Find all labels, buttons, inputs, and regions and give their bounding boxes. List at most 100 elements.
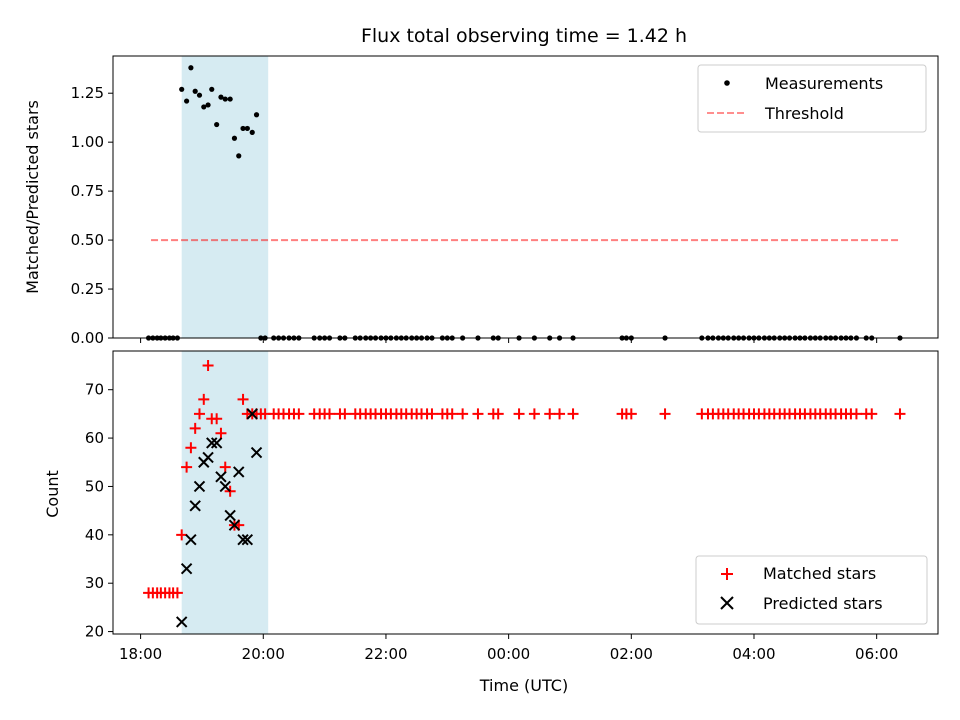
x-tick-label: 04:00 — [732, 645, 775, 663]
y-tick-label: 0.50 — [71, 231, 104, 249]
data-point — [180, 562, 193, 575]
legend-label-matched: Matched stars — [763, 564, 876, 583]
data-point — [171, 587, 183, 599]
data-point — [201, 104, 207, 110]
data-point — [224, 509, 236, 522]
data-point — [324, 408, 336, 420]
data-point — [214, 121, 220, 128]
data-point — [233, 466, 245, 478]
data-point — [196, 92, 203, 98]
data-point — [198, 393, 210, 405]
data-point — [192, 88, 198, 94]
y-axis-label-count: Count — [43, 470, 62, 518]
data-point — [205, 102, 211, 108]
legend-frame-top — [697, 64, 927, 133]
data-point — [293, 408, 305, 420]
x-tick-label: 22:00 — [364, 645, 407, 663]
data-point — [189, 500, 201, 512]
data-point — [193, 480, 206, 493]
data-point — [188, 65, 194, 71]
x-axis-label: Time (UTC) — [479, 676, 568, 695]
data-point — [202, 451, 214, 464]
data-point — [185, 442, 197, 454]
data-point — [206, 437, 218, 449]
x-tick-label: 02:00 — [610, 645, 653, 663]
legend-marker-measurements — [724, 80, 730, 86]
data-point — [189, 422, 201, 434]
y-tick-label: 1.00 — [71, 133, 104, 151]
data-point — [472, 408, 484, 420]
data-point — [513, 408, 525, 420]
data-point — [554, 408, 566, 420]
legend-label-threshold: Threshold — [764, 104, 844, 123]
x-tick-label: 20:00 — [242, 645, 285, 663]
data-point — [219, 461, 231, 473]
y-axis-label-ratio: Matched/Predicted stars — [23, 100, 42, 294]
data-point — [215, 427, 227, 439]
data-point — [894, 408, 906, 420]
y-tick-label: 20 — [85, 623, 104, 641]
data-point — [866, 408, 878, 420]
y-tick-label: 0.75 — [71, 182, 104, 200]
y-tick-label: 50 — [85, 477, 104, 495]
data-point — [246, 408, 258, 420]
data-point — [218, 94, 224, 100]
observing-window-span — [181, 351, 269, 634]
data-point — [250, 446, 263, 459]
data-point — [241, 533, 254, 546]
data-point — [659, 408, 671, 420]
plot-area-top: 0.00 0.25 0.50 0.75 1.00 1.25 — [71, 55, 939, 347]
data-point — [544, 408, 556, 420]
data-point — [222, 96, 228, 102]
data-point — [240, 125, 246, 132]
data-point — [211, 413, 223, 425]
y-tick-label: 60 — [85, 429, 104, 447]
y-tick-label: 0.00 — [71, 329, 104, 347]
y-tick-label: 30 — [85, 574, 104, 592]
data-point — [850, 408, 862, 420]
x-tick-label: 18:00 — [119, 645, 162, 663]
data-point — [228, 519, 241, 531]
data-point — [209, 86, 215, 92]
data-point — [215, 471, 227, 483]
x-tick-label: 06:00 — [855, 645, 898, 663]
data-point — [625, 408, 637, 420]
data-point — [176, 529, 188, 541]
data-point — [253, 112, 260, 118]
axes-frame — [112, 350, 939, 635]
legend-bottom: Matched stars Predicted stars — [695, 555, 928, 625]
data-point — [231, 135, 238, 141]
y-tick-label: 1.25 — [71, 84, 104, 102]
data-point — [249, 129, 255, 135]
data-point — [339, 408, 351, 420]
data-point — [227, 96, 233, 102]
plot-area-bottom: 20 30 40 50 60 70 18:00 20:00 22:00 00:00 02:00 04:… — [85, 350, 939, 663]
legend-label-predicted: Predicted stars — [763, 594, 883, 613]
data-point — [179, 86, 185, 92]
data-point — [236, 153, 242, 159]
data-point — [237, 393, 249, 405]
series-predicted-stars — [175, 408, 263, 628]
legend-marker-matched — [721, 568, 733, 580]
legend-label-measurements: Measurements — [765, 74, 883, 93]
y-tick-label: 40 — [85, 526, 104, 544]
legend-marker-predicted — [720, 596, 734, 610]
data-point — [185, 533, 197, 546]
y-tick-label: 0.25 — [71, 280, 104, 298]
data-point — [244, 125, 250, 132]
legend-top: Measurements Threshold — [697, 64, 927, 133]
data-point — [567, 408, 579, 420]
flux-ratio-panel: Flux total observing time = 1.42 h Match… — [23, 25, 939, 347]
x-tick-label: 00:00 — [487, 645, 530, 663]
data-point — [184, 98, 190, 104]
data-point — [219, 480, 231, 493]
data-point — [210, 437, 223, 449]
data-point — [426, 408, 438, 420]
data-point — [528, 408, 540, 420]
data-point — [457, 408, 469, 420]
chart-title: Flux total observing time = 1.42 h — [361, 25, 687, 47]
axes-frame — [112, 55, 939, 339]
data-point — [175, 616, 188, 628]
